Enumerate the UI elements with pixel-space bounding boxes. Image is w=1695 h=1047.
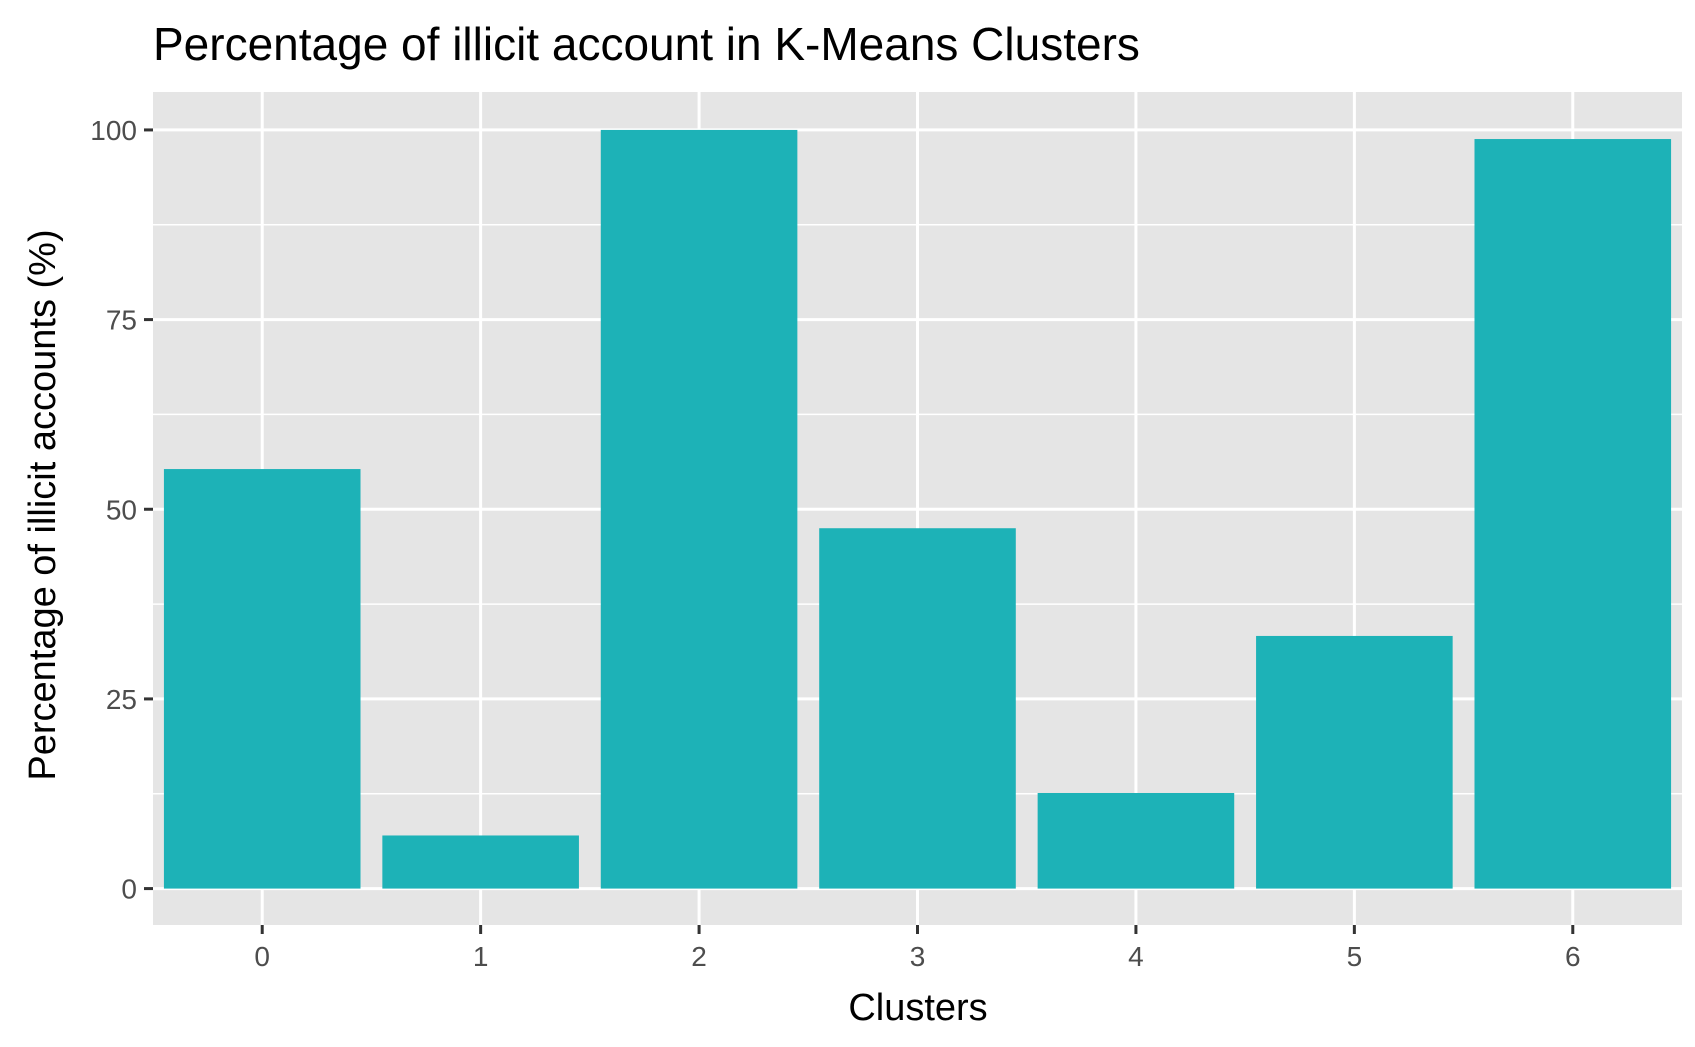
bar-cluster-6 — [1474, 139, 1672, 889]
chart-title: Percentage of illicit account in K-Means… — [153, 18, 1140, 70]
bars — [163, 129, 1672, 889]
y-tick-label: 75 — [106, 305, 137, 336]
y-tick-label: 50 — [106, 494, 137, 525]
y-axis: 0 25 50 75 100 — [90, 115, 153, 905]
bar-cluster-4 — [1037, 792, 1235, 889]
x-tick-label: 6 — [1565, 941, 1581, 972]
x-tick-label: 4 — [1128, 941, 1144, 972]
x-tick-label: 1 — [473, 941, 489, 972]
x-tick-label: 2 — [691, 941, 707, 972]
y-tick-label: 25 — [106, 684, 137, 715]
y-tick-label: 100 — [90, 115, 137, 146]
bar-cluster-2 — [600, 129, 798, 889]
bar-cluster-1 — [382, 835, 579, 889]
x-axis: 0 1 2 3 4 5 6 — [254, 925, 1581, 972]
bar-cluster-0 — [163, 469, 361, 889]
x-axis-title: Clusters — [848, 987, 987, 1029]
x-tick-label: 0 — [254, 941, 270, 972]
x-tick-label: 3 — [910, 941, 926, 972]
y-axis-title: Percentage of illicit accounts (%) — [22, 229, 64, 780]
x-tick-label: 5 — [1347, 941, 1363, 972]
y-tick-label: 0 — [121, 874, 137, 905]
bar-cluster-5 — [1256, 635, 1453, 889]
bar-cluster-3 — [819, 528, 1016, 889]
